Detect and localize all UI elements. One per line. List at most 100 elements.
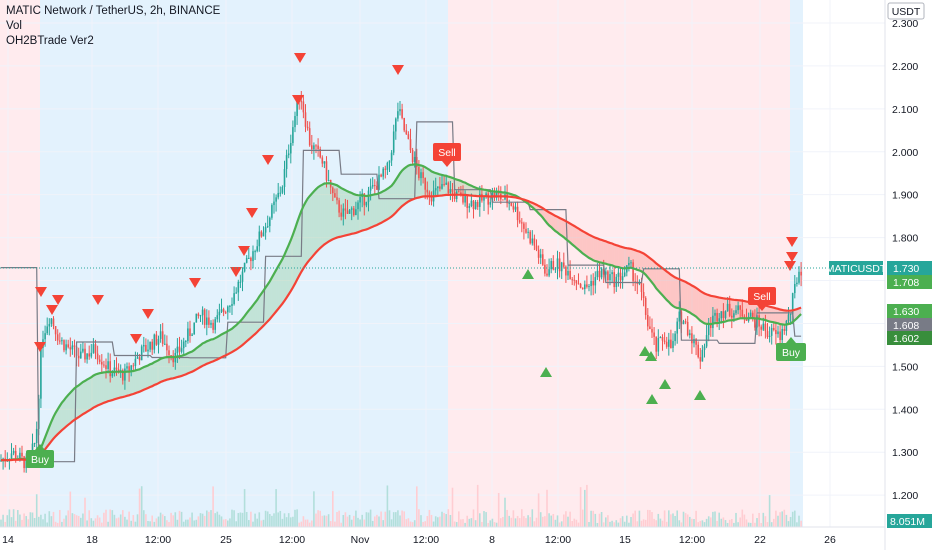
volume-bar: [422, 521, 424, 527]
candle-body: [672, 341, 674, 349]
candle-body: [155, 334, 158, 345]
volume-bar: [130, 520, 132, 527]
volume-bar: [65, 515, 67, 527]
svg-text:8.051M: 8.051M: [890, 516, 925, 528]
candle-body: [474, 201, 477, 210]
cloud-segment: [670, 274, 673, 306]
cloud-segment: [307, 196, 310, 263]
volume-bar: [531, 509, 534, 527]
cloud-segment: [368, 195, 371, 229]
candle-body: [584, 284, 586, 290]
cloud-segment: [190, 351, 193, 373]
volume-bar: [33, 517, 36, 527]
candle-body: [80, 351, 82, 359]
volume-bar: [699, 520, 702, 527]
cloud-segment: [95, 373, 98, 407]
cloud-segment: [595, 237, 598, 262]
cloud-segment: [681, 280, 684, 310]
cloud-segment: [675, 277, 678, 309]
candle-body: [710, 323, 712, 329]
volume-bar: [124, 516, 126, 527]
candle-body: [579, 283, 582, 288]
cloud-segment: [376, 193, 379, 226]
candle-body: [638, 282, 641, 284]
cloud-segment: [234, 325, 237, 351]
volume-bar: [542, 516, 544, 527]
volume-bar: [140, 486, 143, 527]
cloud-segment: [643, 253, 646, 275]
volume-bar: [638, 510, 641, 527]
candle-body: [229, 305, 231, 307]
volume-bar: [615, 520, 618, 527]
cloud-segment: [295, 222, 298, 284]
candle-body: [292, 127, 294, 144]
indicator-lines: [0, 121, 802, 463]
cloud-segment: [778, 308, 781, 325]
candle-body: [189, 328, 191, 336]
cloud-segment: [76, 385, 79, 419]
candle-body: [134, 358, 137, 366]
volume-bar: [151, 515, 153, 527]
cloud-segment: [555, 215, 558, 233]
candle-body: [796, 282, 798, 285]
volume-bar: [38, 516, 40, 527]
candle-body: [663, 340, 666, 342]
candle-body: [720, 311, 723, 319]
cloud-segment: [775, 308, 778, 324]
volume-bar: [672, 513, 674, 527]
svg-text:Sell: Sell: [753, 291, 771, 303]
candle-body: [691, 333, 693, 344]
candle-body: [258, 231, 261, 247]
volume-bar: [607, 515, 609, 527]
candle-body: [193, 322, 195, 335]
background-zones: [0, 0, 803, 527]
volume-bar: [92, 520, 95, 527]
volume-bar: [445, 514, 447, 527]
candle-body: [407, 134, 410, 140]
candle-body: [678, 311, 681, 322]
cloud-segment: [391, 183, 394, 217]
sell-marker: [92, 295, 104, 305]
cloud-segment: [131, 371, 134, 395]
candle-body: [514, 206, 517, 210]
volume-bar: [256, 518, 258, 527]
cloud-segment: [372, 194, 375, 227]
volume-bar: [512, 510, 515, 527]
candle-body: [680, 311, 683, 325]
volume-bar: [23, 513, 25, 527]
candle-body: [88, 353, 90, 357]
candle-body: [63, 340, 65, 351]
cloud-segment: [211, 339, 214, 363]
candle-body: [659, 337, 662, 339]
volume-bar: [689, 516, 691, 527]
candle-body: [103, 364, 105, 366]
candle-body: [699, 357, 702, 362]
candle-body: [542, 254, 544, 265]
volume-bar: [143, 510, 145, 527]
cloud-segment: [389, 185, 392, 218]
cloud-segment: [271, 273, 274, 317]
volume-bar: [644, 519, 647, 527]
volume-bar: [701, 520, 704, 527]
cloud-segment: [99, 372, 102, 405]
volume-bar: [229, 518, 231, 527]
candle-body: [378, 174, 380, 190]
time-axis[interactable]: 14 18 12:00 25 12:00 Nov 12:00 8 12:00 15 12:00 22 2…: [0, 526, 885, 550]
volume-bar: [159, 512, 162, 527]
volume-bar: [716, 520, 718, 527]
cloud-segment: [330, 183, 333, 241]
candle-body: [546, 273, 548, 276]
cloud-segment: [677, 278, 680, 309]
cloud-segment: [85, 379, 88, 413]
candle-body: [56, 334, 59, 341]
volume-bar: [73, 514, 76, 527]
candle-body: [399, 109, 401, 112]
candle-body: [506, 194, 508, 204]
candle-body: [548, 269, 550, 276]
sell-marker: [246, 208, 258, 218]
volume-bar: [600, 511, 603, 527]
candle-body: [632, 262, 634, 282]
candle-body: [92, 344, 95, 353]
cloud-segment: [664, 269, 667, 300]
